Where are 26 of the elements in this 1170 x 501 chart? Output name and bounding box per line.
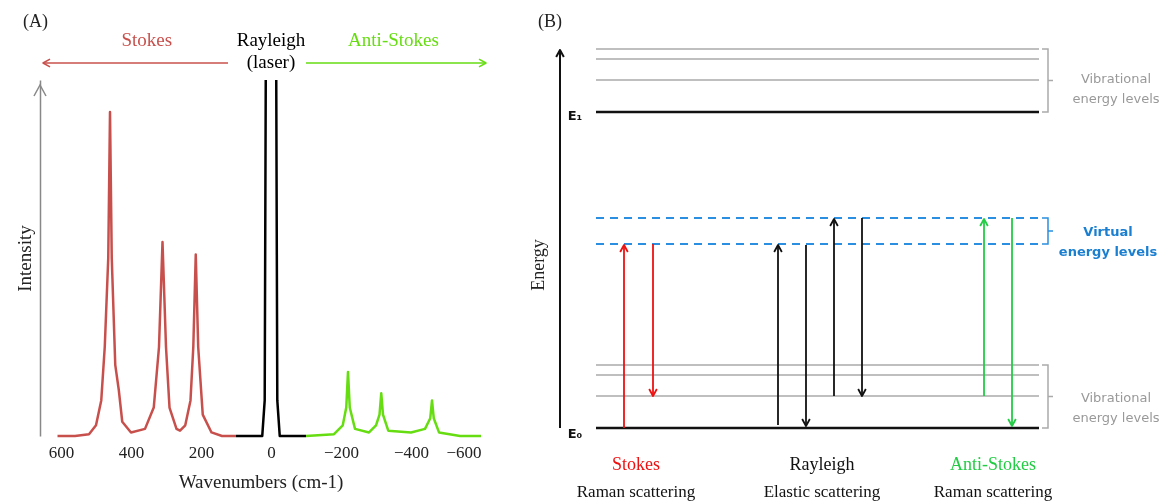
text: Raman scattering [576, 482, 696, 501]
text: E₀ [567, 426, 583, 441]
text: Anti-Stokes [949, 454, 1037, 474]
text: Raman scattering [933, 482, 1053, 501]
text: Vibrational energy levels [1072, 390, 1160, 425]
text: Energy [528, 239, 548, 291]
x-tick-label: 600 [48, 442, 75, 462]
text: E₁ [567, 108, 583, 123]
text: Anti-Stokes [348, 29, 439, 50]
text: Rayleigh [789, 454, 855, 474]
series-label: Rayleigh (laser) [236, 29, 306, 73]
text: Vibrational energy levels [1072, 71, 1160, 106]
text: Stokes [611, 454, 661, 474]
x-tick-label: −200 [323, 442, 360, 462]
x-tick-label: 400 [118, 442, 145, 462]
x-tick-label: 0 [267, 442, 276, 462]
x-tick-label: −600 [446, 442, 482, 462]
x-axis-title: Wavenumbers (cm-1) [178, 470, 344, 493]
text: Virtual energy levels [1058, 224, 1158, 259]
x-tick-label: 200 [188, 442, 215, 462]
text: Stokes [121, 29, 173, 50]
text: Elastic scattering [763, 482, 881, 501]
y-axis-title: Intensity [13, 224, 35, 292]
x-tick-label: −400 [393, 442, 430, 462]
text: (B) [538, 11, 562, 32]
chart-title: (A) [23, 11, 48, 32]
